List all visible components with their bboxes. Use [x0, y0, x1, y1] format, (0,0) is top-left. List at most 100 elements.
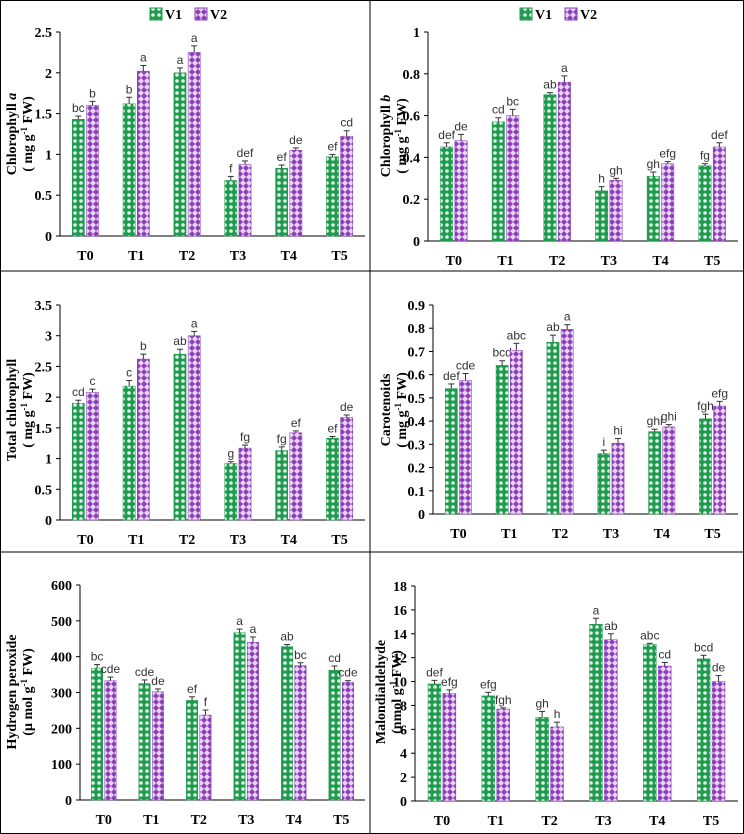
significance-letter: cd [658, 647, 671, 661]
y-tick-label: 6 [400, 723, 407, 738]
bar-v2-t3 [611, 442, 625, 515]
significance-letter: a [191, 316, 198, 330]
bar-v1-t4 [646, 175, 660, 242]
bar-v2-t5 [711, 681, 726, 802]
x-tick-label: T0 [434, 814, 450, 829]
y-tick-label: 10 [393, 676, 407, 691]
bar-v2-t0 [104, 680, 117, 801]
x-tick-label: T4 [652, 254, 668, 269]
bar-v1-t2 [543, 94, 557, 242]
bar-v2-t1 [496, 708, 510, 802]
y-tick-label: 3 [45, 330, 52, 345]
significance-letter: ef [187, 682, 198, 696]
chart-carotenoids: 0 0.1 0.2 0.3 0.4 0.5 0.6 0.7 0.8 0.9 Carotenoids(… [379, 299, 738, 542]
significance-letter: def [443, 369, 460, 383]
y-tick-label: 0.8 [408, 322, 426, 337]
significance-letter: c [126, 366, 132, 380]
bar-v1-t2 [546, 341, 560, 515]
significance-letter: a [564, 310, 571, 324]
y-axis-label: Total chlorophyll( mg g-1 FW) [5, 359, 36, 461]
significance-letter: def [438, 128, 455, 142]
bar-v2-t3 [604, 639, 618, 802]
x-tick-label: T3 [595, 814, 611, 829]
significance-letter: def [237, 146, 254, 160]
significance-letter: b [126, 82, 133, 96]
significance-letter: bc [72, 101, 85, 115]
x-tick-label: T0 [77, 249, 93, 264]
y-tick-label: 2.5 [35, 26, 53, 41]
bar-v1-t0 [440, 146, 454, 242]
chart-chlorophyll-b: 0 0.2 0.4 0.6 0.8 1 Chlorophyll b( mg g-1 FW) T… [379, 7, 738, 269]
y-tick-label: 300 [51, 687, 72, 702]
significance-letter: gh [647, 157, 660, 171]
significance-letter: ef [291, 416, 302, 430]
legend-label-v2: V2 [580, 8, 597, 23]
significance-letter: h [598, 172, 605, 186]
bar-v1-t1 [122, 103, 136, 237]
significance-letter: fgh [697, 399, 714, 413]
bar-v2-t0 [454, 140, 468, 242]
significance-letter: cd [328, 651, 341, 665]
x-tick-label: T2 [541, 814, 557, 829]
significance-letter: a [191, 31, 198, 45]
y-axis-label: Hydrogen peroxide(µ mol g-1 FW) [5, 635, 36, 750]
significance-letter: fg [700, 149, 710, 163]
bar-v2-t3 [238, 447, 252, 521]
chart-malondialdehyde: 0 2 4 6 8 10 12 14 16 18 Malondialdehyde(nmol g-1 … [374, 580, 738, 829]
bar-v1-t0 [71, 403, 85, 521]
bar-v2-t4 [289, 150, 303, 237]
x-tick-label: T2 [549, 254, 565, 269]
bar-v2-t2 [557, 81, 571, 242]
bar-v1-t3 [597, 453, 611, 515]
legend-swatch-v2 [564, 7, 578, 21]
y-tick-label: 0.7 [408, 345, 426, 360]
significance-letter: gh [609, 163, 622, 177]
bar-v2-t3 [609, 180, 623, 242]
bar-v1-t1 [138, 683, 151, 801]
significance-letter: fg [240, 430, 250, 444]
y-tick-label: 0 [418, 508, 425, 523]
significance-letter: a [593, 603, 600, 617]
bar-v2-t2 [199, 714, 212, 801]
bar-v2-t2 [187, 52, 201, 237]
x-tick-label: T5 [333, 813, 349, 828]
y-tick-label: 16 [393, 604, 407, 619]
bar-v2-t1 [510, 350, 523, 515]
bar-v2-t4 [662, 426, 676, 515]
y-tick-label: 200 [51, 722, 72, 737]
y-axis-label: Carotenoids( mg g-1 FW) [379, 372, 410, 448]
y-tick-label: 1 [45, 148, 52, 163]
significance-letter: fg [277, 432, 287, 446]
x-tick-label: T0 [96, 813, 112, 828]
x-tick-label: T3 [230, 533, 246, 548]
significance-letter: de [340, 400, 354, 414]
bar-v2-t0 [86, 105, 99, 237]
y-axis-label: Malondialdehyde(nmol g-1 FW) [374, 640, 405, 744]
significance-letter: bcd [492, 346, 511, 360]
y-tick-label: 1 [413, 26, 420, 41]
y-tick-label: 0.5 [35, 189, 53, 204]
y-tick-label: 1.5 [35, 422, 53, 437]
y-tick-label: 0.3 [408, 438, 426, 453]
significance-letter: ef [277, 150, 288, 164]
bar-v1-t4 [648, 431, 661, 515]
bar-v2-t3 [247, 642, 259, 801]
y-tick-label: 0.1 [408, 485, 426, 500]
bar-v2-t5 [340, 417, 354, 521]
bar-v1-t5 [696, 658, 711, 802]
bar-v1-t1 [481, 695, 495, 802]
legend-label-v1: V1 [535, 8, 552, 23]
chart-chlorophyll-a: 0 0.5 1 1.5 2 2.5 Chlorophyll a( mg g-1 FW) T0 b… [5, 7, 365, 264]
y-tick-label: 0.9 [408, 299, 426, 314]
significance-letter: b [89, 86, 96, 100]
y-tick-label: 2 [45, 391, 52, 406]
legend-swatch-v2 [194, 7, 208, 21]
significance-letter: efg [480, 677, 497, 691]
bar-v2-t5 [342, 682, 354, 801]
bar-v2-t4 [294, 665, 307, 801]
bar-v1-t3 [589, 623, 603, 802]
significance-letter: fgh [495, 693, 512, 707]
x-tick-label: T1 [497, 254, 513, 269]
significance-letter: ef [327, 139, 338, 153]
significance-letter: a [561, 61, 568, 75]
